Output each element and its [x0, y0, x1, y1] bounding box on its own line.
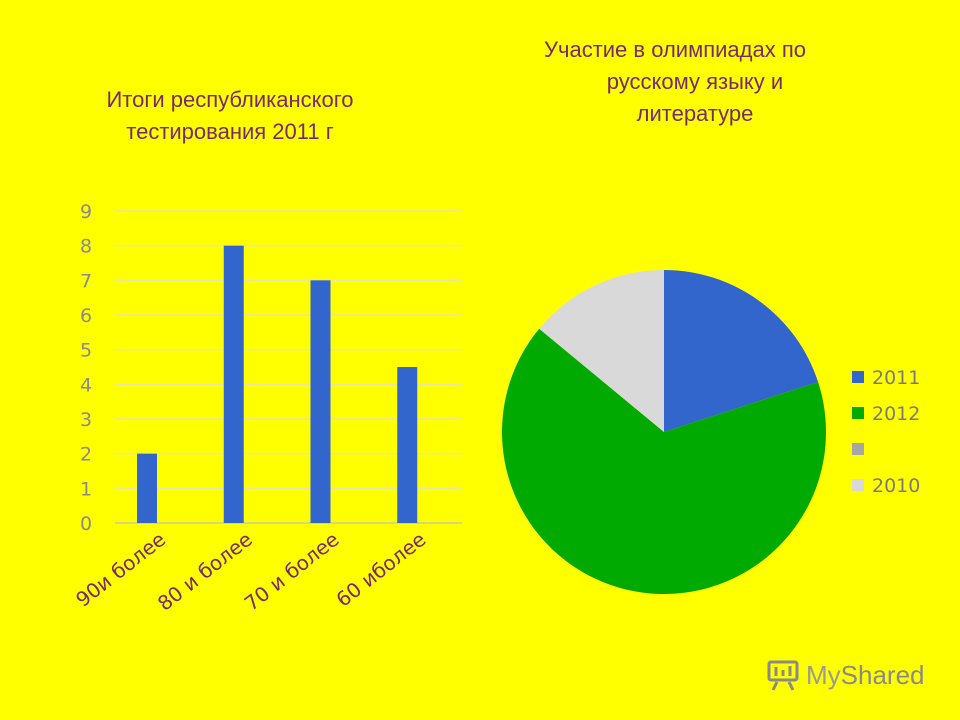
y-tick-label: 1	[80, 478, 92, 500]
y-tick-label: 7	[80, 270, 92, 292]
bar-chart-title-line-1: Итоги республиканского	[106, 87, 354, 112]
bar-chart-y-ticks: 0 1 2 3 4 5 6 7 8 9	[80, 201, 92, 535]
logo-shared: Shared	[840, 659, 925, 690]
legend-label: 2012	[872, 403, 920, 425]
pie-chart-title: Участие в олимпиадах по русскому языку и…	[500, 34, 850, 130]
x-tick-label: 80 и более	[153, 527, 257, 616]
bar	[223, 245, 244, 523]
pie-slice	[539, 270, 664, 432]
bar	[397, 367, 418, 523]
y-tick-label: 4	[80, 374, 92, 396]
bar-chart-grid	[115, 210, 462, 524]
legend-swatch	[852, 479, 864, 491]
myshared-logo: MyShared	[766, 656, 936, 694]
x-tick-label: 60 иболее	[331, 527, 430, 612]
pie-slice	[502, 328, 826, 594]
y-tick-label: 2	[80, 444, 92, 466]
pie-chart-title-line-2: русскому языку и	[606, 69, 784, 94]
pie-chart: 2011 2012 2010	[502, 270, 920, 594]
presentation-board-icon	[767, 660, 799, 691]
y-tick-label: 5	[80, 340, 92, 362]
y-tick-label: 8	[80, 236, 92, 258]
pie-chart-slices	[502, 270, 826, 594]
pie-chart-title-line-3: литературе	[636, 101, 754, 126]
y-tick-label: 0	[80, 513, 92, 535]
logo-my: My	[806, 659, 841, 690]
pie-chart-title-line-1: Участие в олимпиадах по	[544, 37, 806, 62]
x-tick-label: 70 и более	[240, 527, 344, 616]
y-tick-label: 9	[80, 201, 92, 223]
bar-chart-title: Итоги республиканского тестирования 2011…	[40, 84, 420, 148]
legend-label: 2010	[872, 475, 920, 497]
logo-wordmark: MyShared	[806, 660, 925, 691]
legend-label: 2011	[872, 367, 920, 389]
legend-swatch	[852, 371, 864, 383]
bar	[137, 453, 157, 523]
pie-slice	[664, 270, 819, 432]
y-tick-label: 6	[80, 305, 92, 327]
legend-swatch	[852, 407, 864, 419]
pie-chart-legend: 2011 2012 2010	[852, 367, 920, 497]
bar	[310, 280, 331, 523]
bar-chart-bars	[137, 245, 418, 523]
bar-chart-title-line-2: тестирования 2011 г	[126, 119, 334, 144]
legend-swatch	[852, 443, 864, 455]
y-tick-label: 3	[80, 409, 92, 431]
